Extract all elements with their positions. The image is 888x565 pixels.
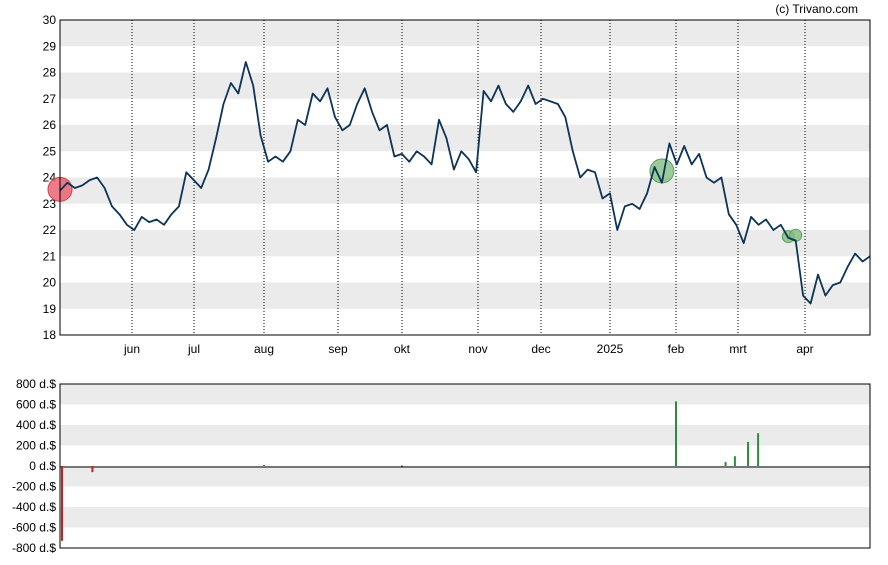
transaction-band — [60, 507, 870, 528]
price-band — [60, 230, 870, 257]
price-tick-label: 21 — [43, 249, 57, 263]
price-tick-label: 19 — [43, 302, 57, 316]
price-tick-label: 18 — [43, 328, 57, 342]
price-tick-label: 29 — [43, 39, 57, 53]
price-plot-frame — [59, 19, 871, 336]
buy-bar — [757, 433, 760, 466]
price-tick-label: 22 — [43, 223, 57, 237]
transaction-tick-label: 600 d.$ — [16, 398, 56, 412]
buy-bar — [401, 465, 403, 467]
price-tick-label: 23 — [43, 197, 57, 211]
month-tick-label: dec — [531, 342, 550, 356]
transaction-bands — [60, 384, 870, 528]
transaction-tick-label: -200 d.$ — [12, 480, 56, 494]
price-tick-label: 30 — [43, 13, 57, 27]
buy-bar — [724, 461, 727, 466]
month-tick-label: jul — [187, 342, 200, 356]
month-tick-label: 2025 — [597, 342, 624, 356]
transaction-y-axis: 800 d.$ 600 d.$ 400 d.$ 200 d.$ 0 d.$ -200 d.… — [12, 377, 56, 555]
transaction-tick-label: 200 d.$ — [16, 439, 56, 453]
price-band — [60, 125, 870, 152]
month-tick-label: jun — [123, 342, 140, 356]
transaction-bars — [61, 401, 760, 541]
month-tick-label: sep — [328, 342, 348, 356]
price-band — [60, 72, 870, 99]
price-band — [60, 20, 870, 47]
price-line — [59, 61, 871, 305]
sell-bar — [91, 466, 94, 473]
month-tick-label: nov — [468, 342, 487, 356]
buy-bar — [733, 456, 736, 466]
price-tick-label: 28 — [43, 66, 57, 80]
price-tick-label: 20 — [43, 276, 57, 290]
month-tick-label: feb — [668, 342, 685, 356]
price-tick-label: 27 — [43, 92, 57, 106]
transaction-tick-label: -600 d.$ — [12, 521, 56, 535]
price-tick-label: 25 — [43, 144, 57, 158]
transaction-band — [60, 384, 870, 405]
price-bands — [60, 20, 870, 309]
price-band — [60, 282, 870, 309]
transaction-tick-label: 400 d.$ — [16, 418, 56, 432]
price-tick-label: 26 — [43, 118, 57, 132]
month-x-axis: jun jul aug sep okt nov dec 2025 feb mrt apr — [123, 342, 814, 356]
transaction-tick-label: -400 d.$ — [12, 500, 56, 514]
buy-bar — [747, 441, 750, 466]
month-tick-label: aug — [254, 342, 274, 356]
credit-label: (c) Trivano.com — [775, 2, 858, 16]
month-tick-label: okt — [394, 342, 411, 356]
transaction-band — [60, 425, 870, 446]
transaction-plot-frame — [59, 383, 871, 549]
month-tick-label: apr — [796, 342, 813, 356]
transaction-tick-label: 800 d.$ — [16, 377, 56, 391]
transaction-tick-label: -800 d.$ — [12, 541, 56, 555]
transaction-tick-label: 0 d.$ — [29, 459, 56, 473]
sell-bar — [61, 466, 63, 541]
buy-bar — [263, 464, 265, 466]
transaction-band — [60, 466, 870, 487]
month-tick-label: mrt — [729, 342, 747, 356]
buy-bar — [675, 401, 677, 466]
